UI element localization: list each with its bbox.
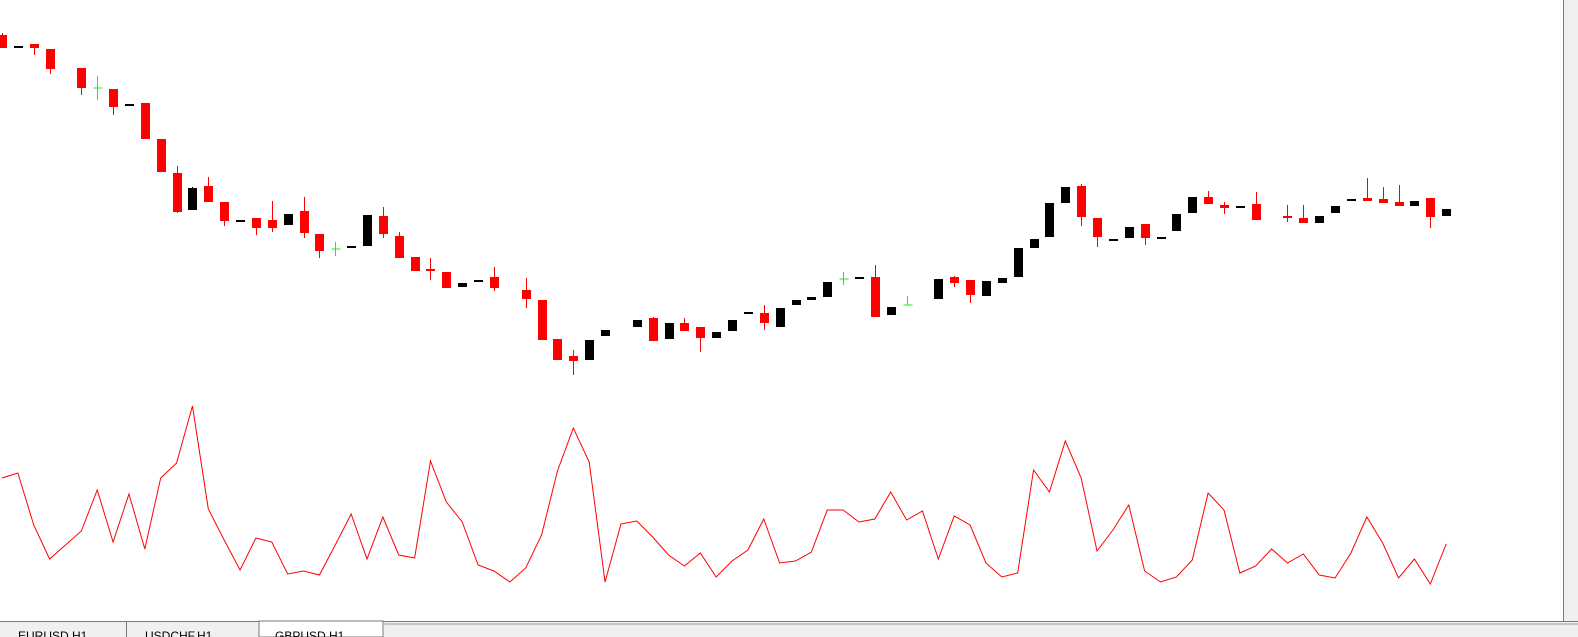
candle-body xyxy=(284,214,293,225)
indicator-line xyxy=(1,405,1447,586)
candle-body xyxy=(1252,204,1261,220)
candle-body xyxy=(426,269,435,271)
candle-body xyxy=(1315,216,1324,223)
candle-body xyxy=(30,44,39,48)
candle-body xyxy=(363,215,372,246)
candle-body xyxy=(395,236,404,258)
candle-body xyxy=(236,220,245,222)
tab-label[interactable]: GBPUSD,H1 xyxy=(275,629,345,637)
candle-body xyxy=(1157,237,1166,239)
candle-body xyxy=(14,46,23,48)
candle-body xyxy=(1220,205,1229,208)
candle-body xyxy=(411,257,420,271)
candle-body xyxy=(379,216,388,234)
candle-body xyxy=(823,282,832,297)
tab-label[interactable]: EURUSD,H1 xyxy=(18,629,88,637)
candle-body xyxy=(141,103,150,139)
candle-body xyxy=(760,313,769,323)
candle-body xyxy=(855,277,864,279)
candle-body xyxy=(1093,218,1102,237)
candle-body xyxy=(300,211,309,233)
candle-body xyxy=(696,327,705,338)
candle-body xyxy=(252,218,261,228)
plot xyxy=(0,33,1451,586)
candle-body xyxy=(0,35,7,48)
candle-body xyxy=(188,188,197,210)
candle-body xyxy=(220,202,229,221)
candle-body xyxy=(1395,202,1404,206)
candle-body xyxy=(712,332,721,338)
candle-body xyxy=(998,278,1007,283)
candle-body xyxy=(1283,216,1292,218)
candle-body xyxy=(1299,218,1308,223)
candle-body xyxy=(585,340,594,360)
candle-body xyxy=(538,300,547,340)
candle-body xyxy=(792,300,801,305)
candle-body xyxy=(1331,206,1340,213)
candle-body xyxy=(1410,201,1419,206)
candle-body xyxy=(553,339,562,360)
candle-body xyxy=(1061,187,1070,203)
candle-body xyxy=(1363,198,1372,201)
candle-body xyxy=(887,307,896,315)
candle-body xyxy=(569,356,578,361)
candle-body xyxy=(744,312,753,314)
candle-body xyxy=(934,279,943,299)
candle-body xyxy=(173,173,182,212)
candle-body xyxy=(1109,239,1118,241)
candle-body xyxy=(77,68,86,88)
candle-body xyxy=(490,277,499,288)
candle-body xyxy=(522,290,531,299)
candle-body xyxy=(347,246,356,248)
candle-body xyxy=(649,318,658,341)
candle-body xyxy=(109,89,118,107)
candle-body xyxy=(458,283,467,287)
candle-body xyxy=(1125,227,1134,238)
candle-body xyxy=(474,280,483,282)
candle-body xyxy=(1379,199,1388,203)
candle-body xyxy=(1204,197,1213,204)
candle-body xyxy=(1442,209,1451,216)
candle-body xyxy=(601,330,610,336)
candle-body xyxy=(125,104,134,106)
candle-body xyxy=(776,308,785,327)
candle-body xyxy=(680,323,689,331)
candle-body xyxy=(665,323,674,339)
tab-label[interactable]: USDCHF,H1 xyxy=(145,629,213,637)
candle-body xyxy=(1188,197,1197,213)
candle-body xyxy=(1141,224,1150,238)
candle-body xyxy=(966,280,975,295)
candle-body xyxy=(871,277,880,317)
candle-body xyxy=(442,272,451,288)
candle-body xyxy=(268,220,277,228)
candle-body xyxy=(1077,186,1086,217)
candle-body xyxy=(728,320,737,331)
candle-body xyxy=(1030,239,1039,248)
candle-body xyxy=(1426,198,1435,217)
candle-body xyxy=(633,320,642,327)
candle-body xyxy=(807,297,816,300)
candle-body xyxy=(204,186,213,202)
candle-body xyxy=(1014,248,1023,277)
candle-body xyxy=(315,234,324,251)
candle-body xyxy=(1236,206,1245,208)
candle-body xyxy=(950,277,959,283)
candle-body xyxy=(1172,214,1181,231)
candle-body xyxy=(46,49,55,69)
candle-body xyxy=(1347,199,1356,201)
candle-body xyxy=(982,281,991,296)
candle-body xyxy=(157,139,166,172)
candle-body xyxy=(1045,203,1054,237)
active-tab[interactable] xyxy=(258,620,384,637)
